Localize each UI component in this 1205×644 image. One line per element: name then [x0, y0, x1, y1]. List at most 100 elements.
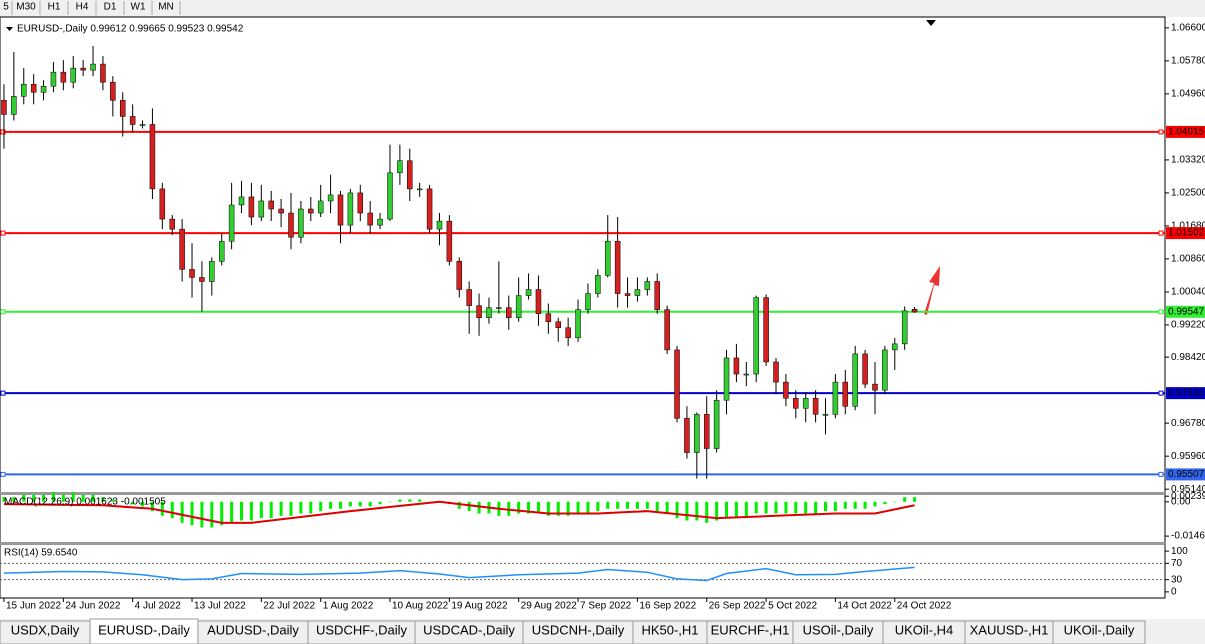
- tab[interactable]: USDX,Daily: [0, 620, 91, 644]
- candle-body: [149, 124, 156, 190]
- macd-bar: [883, 501, 887, 505]
- macd-bar: [744, 501, 748, 519]
- macd-bar: [606, 501, 610, 509]
- level-handle: [0, 309, 6, 315]
- x-tick-label: 15 Jun 2022: [6, 601, 61, 612]
- level-label: 0.95507: [1168, 469, 1205, 480]
- tab[interactable]: USDCNH-,Daily: [522, 620, 634, 644]
- candle-body: [872, 383, 878, 391]
- candle-body: [713, 399, 720, 449]
- candle-body: [367, 212, 373, 226]
- candle-body: [337, 194, 344, 226]
- tab[interactable]: EURUSD-,Daily: [89, 618, 199, 644]
- tab[interactable]: USOil-,Daily: [792, 620, 884, 644]
- macd-bar: [348, 501, 352, 507]
- candle-body: [506, 307, 512, 318]
- candle-body: [535, 289, 542, 314]
- x-tick-label: 29 Aug 2022: [521, 601, 578, 612]
- tab-label: USDCNH-,Daily: [532, 622, 625, 637]
- candle-body: [169, 218, 175, 230]
- timeframe-button[interactable]: MN: [158, 2, 174, 13]
- tab[interactable]: USDCHF-,Daily: [307, 620, 416, 644]
- macd-bar: [665, 501, 669, 514]
- candle-body: [278, 208, 284, 214]
- candle-body: [100, 63, 106, 83]
- timeframe-button[interactable]: H4: [76, 2, 89, 13]
- macd-bar: [635, 501, 639, 509]
- level-tag: [1166, 125, 1205, 138]
- x-tick-label: 26 Sep 2022: [709, 601, 766, 612]
- candle-body: [595, 275, 601, 294]
- macd-bar: [695, 501, 699, 521]
- tab[interactable]: XAUUSD-,H1: [964, 620, 1054, 644]
- candle-body: [357, 192, 364, 214]
- tab-label: EURCHF-,H1: [711, 622, 790, 637]
- rsi-title: RSI(14) 59.6540: [4, 548, 78, 559]
- candle-body: [317, 200, 324, 214]
- candle-body: [585, 293, 591, 310]
- tab[interactable]: UKOil-,H4: [882, 620, 966, 644]
- y-tick-label: 1.02500: [1171, 188, 1205, 199]
- candle-body: [644, 281, 651, 290]
- candle-body: [832, 381, 839, 415]
- level-handle: [0, 129, 6, 135]
- level-tag: [1166, 387, 1205, 400]
- macd-bar: [853, 501, 857, 509]
- chart-title: EURUSD-,Daily 0.99612 0.99665 0.99523 0.…: [17, 24, 244, 35]
- candle-body: [753, 297, 759, 375]
- candle-body: [407, 160, 413, 190]
- y-tick-label: 1.05780: [1171, 56, 1205, 67]
- candle-body: [743, 373, 750, 376]
- macd-bar: [299, 501, 303, 514]
- tab-label: UKOil-,Daily: [1064, 622, 1135, 637]
- shift-marker: [926, 20, 936, 26]
- timeframe-button[interactable]: W1: [131, 2, 146, 13]
- level-handle: [1158, 129, 1164, 135]
- timeframe-button[interactable]: H1: [48, 2, 61, 13]
- level-handle: [0, 230, 6, 236]
- level-handle: [0, 471, 6, 477]
- macd-bar: [2, 497, 6, 502]
- candle-body: [11, 96, 17, 115]
- candle-body: [308, 208, 314, 214]
- y-tick-label: 0.99220: [1171, 320, 1205, 331]
- y-tick-label: 100: [1171, 546, 1188, 557]
- macd-bar: [269, 501, 273, 519]
- candle-body: [654, 281, 660, 310]
- x-tick-label: 1 Aug 2022: [323, 601, 374, 612]
- candle-body: [179, 228, 185, 270]
- macd-bar: [517, 501, 521, 514]
- macd-bar: [160, 501, 164, 516]
- x-tick-label: 16 Sep 2022: [639, 601, 696, 612]
- timeframe-button[interactable]: M30: [16, 2, 36, 13]
- y-tick-label: 0.95140: [1171, 484, 1205, 495]
- x-tick-label: 13 Jul 2022: [194, 601, 246, 612]
- candle-body: [614, 240, 621, 294]
- macd-bar: [259, 501, 263, 519]
- timeframe-button[interactable]: 5: [3, 2, 9, 13]
- candle-body: [525, 289, 532, 296]
- candle-body: [723, 357, 730, 401]
- tab[interactable]: UKOil-,Daily: [1052, 620, 1146, 644]
- macd-bar: [368, 501, 372, 507]
- level-label: 1.01502: [1168, 228, 1205, 239]
- macd-bar: [101, 497, 105, 502]
- timeframe-button[interactable]: D1: [104, 2, 117, 13]
- candle-body: [694, 414, 700, 453]
- candle-body: [238, 196, 245, 206]
- tab[interactable]: AUDUSD-,Daily: [197, 620, 309, 644]
- x-tick-label: 10 Aug 2022: [392, 601, 449, 612]
- tab[interactable]: HK50-,H1: [632, 620, 708, 644]
- candle-body: [703, 414, 710, 449]
- tab[interactable]: EURCHF-,H1: [706, 620, 794, 644]
- tab[interactable]: USDCAD-,Daily: [414, 620, 524, 644]
- macd-bar: [329, 501, 333, 509]
- candle-body: [674, 349, 680, 419]
- candle-body: [397, 160, 403, 174]
- macd-bar: [626, 501, 630, 509]
- y-tick-label: 0.95960: [1171, 451, 1205, 462]
- level-handle: [0, 390, 6, 396]
- level-label: 0.97526: [1168, 388, 1205, 399]
- candle-body: [387, 172, 393, 220]
- macd-bar: [309, 501, 313, 514]
